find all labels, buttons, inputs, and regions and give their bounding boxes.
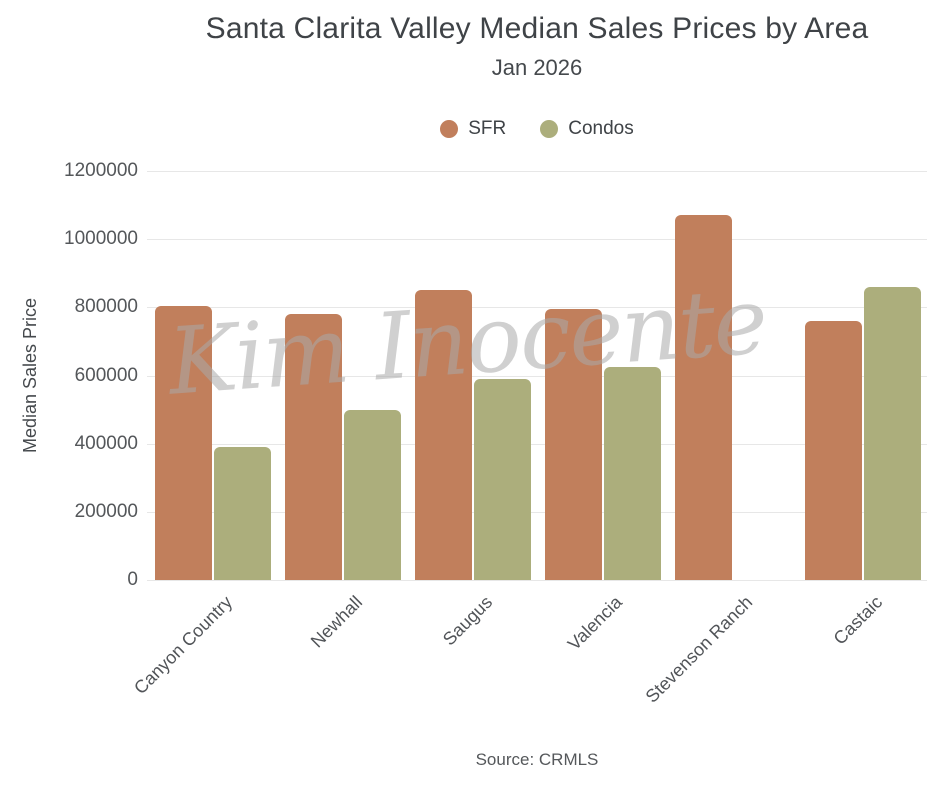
gridline-400000 xyxy=(147,443,927,445)
x-tick-label-valencia: Valencia xyxy=(564,592,627,655)
x-tick-label-canyon-country: Canyon Country xyxy=(130,592,237,699)
page-subtitle: Jan 2026 xyxy=(491,55,583,80)
title-block: Santa Clarita Valley Median Sales Prices… xyxy=(147,12,927,81)
bar-sfr-stevenson-ranch xyxy=(675,215,732,580)
gridline-600000 xyxy=(147,375,927,377)
gridline-0 xyxy=(147,580,927,581)
gridline-800000 xyxy=(147,307,927,309)
bar-sfr-castaic xyxy=(805,321,862,580)
bar-condos-valencia xyxy=(604,367,661,580)
legend-label-sfr: SFR xyxy=(468,118,507,139)
x-tick-label-castaic: Castaic xyxy=(829,592,887,649)
x-tick-label-stevenson-ranch: Stevenson Ranch xyxy=(641,592,757,707)
page-title: Santa Clarita Valley Median Sales Prices… xyxy=(205,12,869,45)
bar-sfr-saugus xyxy=(415,290,472,580)
y-tick-label-800000: 800000 xyxy=(74,296,138,318)
legend-dot-icon-sfr xyxy=(440,120,459,138)
x-tick-label-saugus: Saugus xyxy=(438,592,497,650)
bar-sfr-newhall xyxy=(285,314,342,580)
bar-condos-canyon-country xyxy=(214,447,271,580)
gridline-1200000 xyxy=(147,171,927,172)
bar-condos-newhall xyxy=(344,409,401,580)
bar-condos-saugus xyxy=(474,378,531,580)
gridline-200000 xyxy=(147,511,927,513)
y-tick-label-1000000: 1000000 xyxy=(64,228,138,250)
y-tick-label-400000: 400000 xyxy=(74,432,138,454)
y-tick-label-1200000: 1200000 xyxy=(64,160,138,181)
source-note: Source: CRMLS xyxy=(475,750,599,769)
legend-label-condos: Condos xyxy=(568,118,634,139)
y-tick-label-600000: 600000 xyxy=(74,364,138,386)
x-tick-label-newhall: Newhall xyxy=(306,592,367,652)
y-tick-label-200000: 200000 xyxy=(74,500,138,522)
legend: SFR Condos xyxy=(147,118,927,140)
bar-sfr-canyon-country xyxy=(155,305,212,580)
y-tick-label-0: 0 xyxy=(127,569,138,590)
gridline-1000000 xyxy=(147,239,927,241)
bar-sfr-valencia xyxy=(545,309,602,580)
legend-item-sfr: SFR xyxy=(440,118,506,140)
legend-dot-icon-condos xyxy=(540,120,559,138)
bar-condos-castaic xyxy=(864,286,921,580)
legend-item-condos: Condos xyxy=(540,118,634,140)
